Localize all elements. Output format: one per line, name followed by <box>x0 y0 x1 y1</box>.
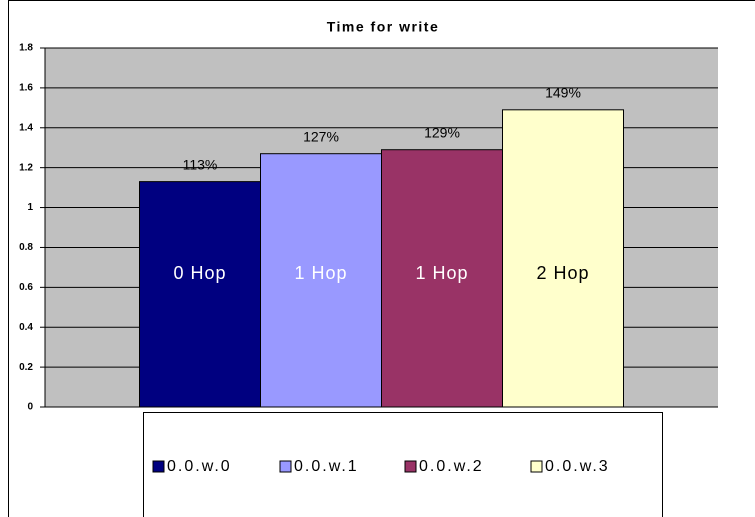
y-tick-label: 0.8 <box>19 242 33 253</box>
y-tick-label: 1.8 <box>19 43 33 54</box>
y-tick-label: 0.4 <box>19 322 33 333</box>
chart-title: Time for write <box>327 19 440 35</box>
y-tick-label: 1 <box>27 202 33 213</box>
legend-label: 0.0.w.1 <box>294 458 359 475</box>
y-tick-label: 0 <box>27 402 33 413</box>
bar-annotation: 1 Hop <box>415 263 468 283</box>
y-tick-label: 0.2 <box>19 362 33 373</box>
y-tick-label: 1.6 <box>19 83 33 94</box>
legend-label: 0.0.w.0 <box>167 458 232 475</box>
data-label: 129% <box>424 124 460 140</box>
legend-label: 0.0.w.3 <box>545 458 610 475</box>
data-label: 113% <box>183 156 218 172</box>
legend-label: 0.0.w.2 <box>419 458 484 475</box>
y-tick-label: 1.4 <box>19 122 33 133</box>
y-tick-label: 0.6 <box>19 282 33 293</box>
y-tick-label: 1.2 <box>19 162 33 173</box>
legend-swatch <box>404 460 417 473</box>
bar-annotation: 2 Hop <box>536 263 589 283</box>
bar <box>502 109 624 408</box>
bar-annotation: 0 Hop <box>173 263 226 283</box>
bar <box>139 181 261 408</box>
bar-annotation: 1 Hop <box>294 263 347 283</box>
bar <box>260 153 382 408</box>
legend-box <box>143 412 663 517</box>
data-label: 149% <box>545 85 581 101</box>
bar <box>381 149 503 408</box>
legend-swatch <box>152 460 165 473</box>
legend-swatch <box>279 460 292 473</box>
data-label: 127% <box>303 128 339 144</box>
legend-swatch <box>530 460 543 473</box>
